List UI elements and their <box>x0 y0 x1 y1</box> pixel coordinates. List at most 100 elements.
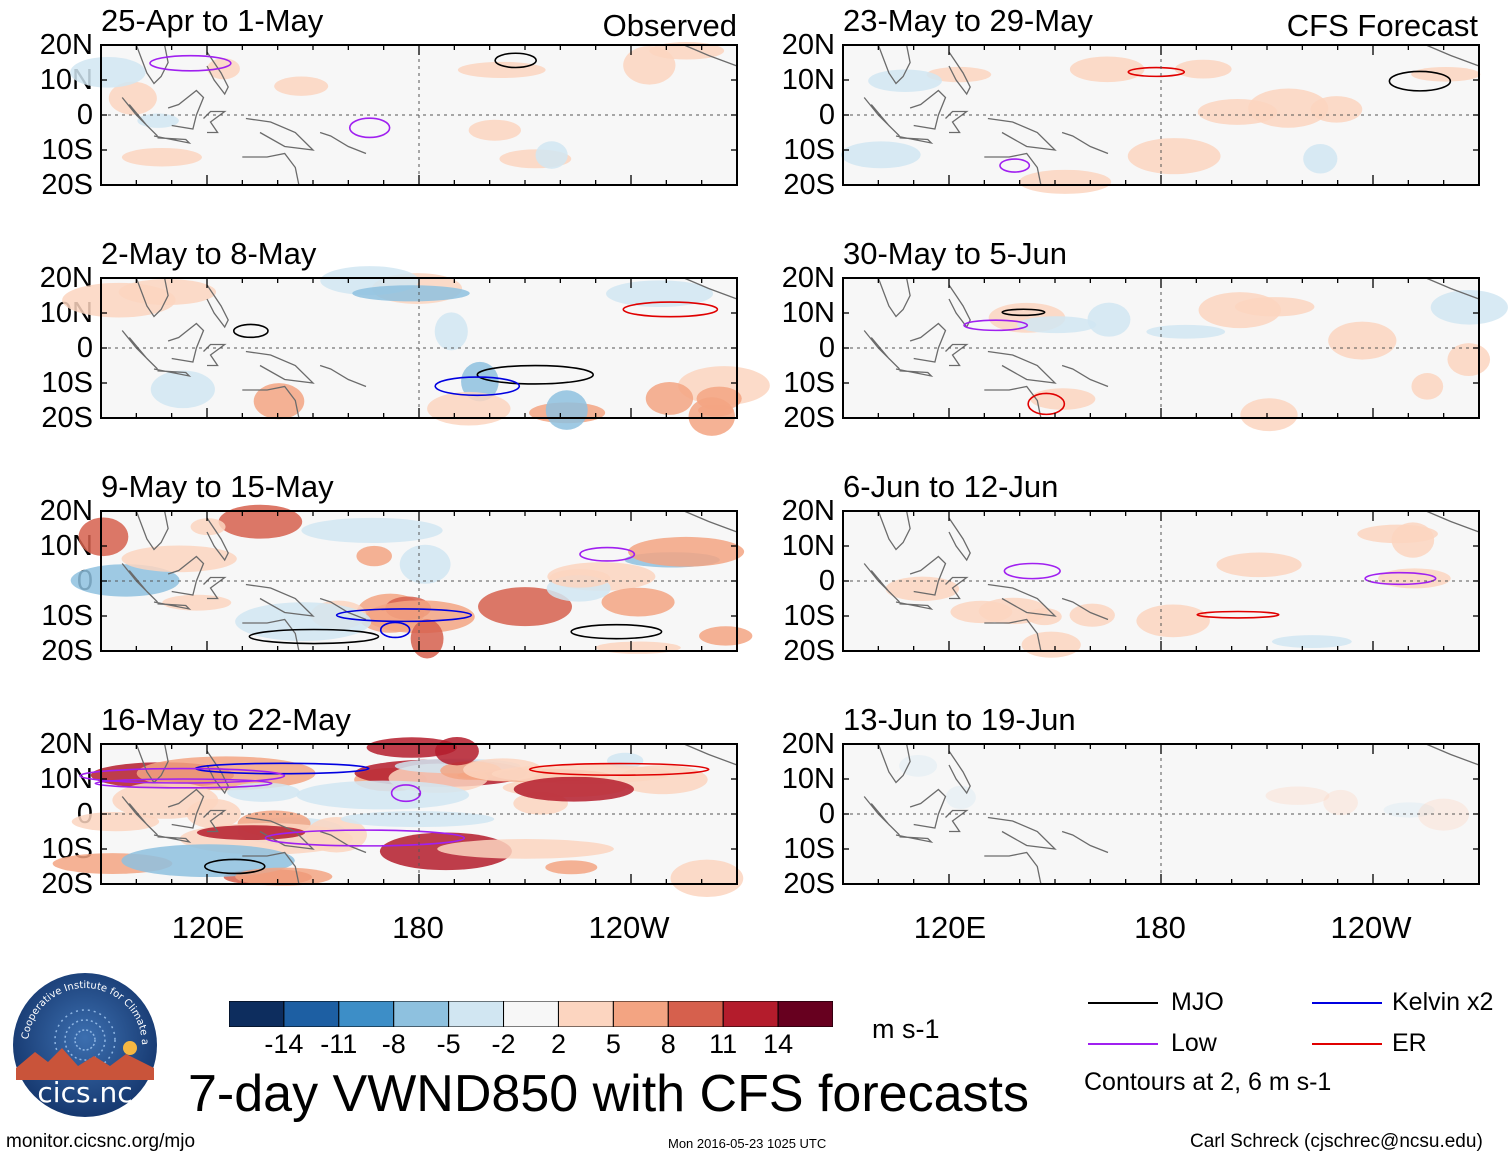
wave-contour <box>149 54 232 72</box>
anomaly-cell <box>1021 631 1081 658</box>
lat-tick: 20N <box>781 29 835 61</box>
anomaly-cell <box>899 754 938 777</box>
colorbar-tick-label: 5 <box>605 1029 621 1059</box>
lat-tick: 10S <box>783 367 835 399</box>
anomaly-cell <box>1240 398 1298 432</box>
coastline <box>683 277 738 300</box>
anomaly-cell <box>545 390 588 430</box>
coastline <box>1425 510 1480 533</box>
anomaly-cell <box>121 545 237 573</box>
coastline <box>242 152 300 186</box>
anomaly-cell <box>437 839 614 859</box>
lon-tick-180: 180 <box>1134 910 1186 945</box>
coastline <box>1061 131 1109 155</box>
colorbar-tick-label: -11 <box>320 1029 358 1059</box>
colorbar-swatch <box>503 1000 559 1028</box>
coastline <box>877 510 911 551</box>
footer-timestamp: Mon 2016-05-23 1025 UTC <box>668 1136 827 1151</box>
anomaly-cell <box>1017 316 1097 334</box>
anomaly-cell <box>1323 789 1358 816</box>
coastline <box>153 368 192 378</box>
anomaly-cell <box>978 597 1048 625</box>
anomaly-cell <box>1411 66 1481 82</box>
coastline <box>1425 277 1480 300</box>
map-panel <box>70 42 738 186</box>
anomaly-cell <box>628 536 745 567</box>
anomaly-cell <box>461 361 499 402</box>
coastline <box>1425 743 1480 766</box>
wave-contour <box>999 158 1031 173</box>
coastline <box>895 601 934 611</box>
logo-graphic: Cooperative Institute for Climate and Sa… <box>7 962 157 1117</box>
wave-contour <box>1364 571 1437 586</box>
coastline <box>319 131 367 155</box>
coastline <box>153 601 192 611</box>
colorbar <box>228 1000 834 1028</box>
map-panel <box>70 504 753 659</box>
anomaly-cell <box>1265 786 1330 805</box>
map-panel <box>62 266 770 436</box>
map-panel <box>842 510 1480 658</box>
coastline <box>167 322 205 363</box>
anomaly-cell <box>545 860 598 875</box>
anomaly-cell <box>1216 552 1302 578</box>
coastline <box>242 385 300 419</box>
wave-contour <box>528 762 710 777</box>
anomaly-cell <box>399 544 451 584</box>
anomaly-cell <box>1378 568 1451 589</box>
coastline <box>948 750 971 795</box>
panel-title: 9-May to 15-May <box>101 469 334 504</box>
anomaly-cell <box>71 812 160 832</box>
anomaly-cell <box>434 312 468 351</box>
panel-title: 2-May to 8-May <box>101 236 317 271</box>
coastline <box>121 796 158 836</box>
wave-contour <box>579 546 636 562</box>
legend-label-low: Low <box>1171 1029 1217 1057</box>
anomaly-cell <box>1136 604 1210 638</box>
wave-contour <box>232 323 269 339</box>
wave-contour <box>963 319 1029 332</box>
anomaly-cell <box>1357 524 1438 544</box>
anomaly-cell <box>121 844 295 878</box>
coastline <box>909 89 947 130</box>
anomaly-cell <box>1418 798 1470 831</box>
lat-tick: 20S <box>41 635 93 667</box>
logo-text: cics.nc <box>37 1076 132 1109</box>
colorbar-swatch <box>777 1000 834 1028</box>
coastline <box>319 597 367 621</box>
colorbar-swatch <box>283 1000 340 1028</box>
coastline <box>203 343 227 367</box>
coastline <box>683 44 738 67</box>
anomaly-cell <box>468 119 521 141</box>
coastline <box>206 51 229 96</box>
wave-contour <box>248 628 380 645</box>
panel-title: 23-May to 29-May <box>843 3 1093 38</box>
anomaly-cell <box>1411 373 1444 400</box>
coastline <box>167 555 205 596</box>
anomaly-cell <box>601 587 675 617</box>
coastline <box>863 796 900 836</box>
panel-title: 30-May to 5-Jun <box>843 236 1067 271</box>
coastline <box>203 809 227 833</box>
anomaly-cell <box>1272 635 1352 648</box>
anomaly-cell <box>108 81 157 115</box>
panel-title: 25-Apr to 1-May <box>101 3 324 38</box>
coastline <box>135 277 169 318</box>
anomaly-cell <box>78 517 129 557</box>
wave-contour <box>1003 562 1061 580</box>
coastline <box>121 97 158 137</box>
anomaly-cell <box>196 825 306 840</box>
legend-label-mjo: MJO <box>1171 988 1224 1016</box>
anomaly-cell <box>699 626 753 646</box>
lat-tick: 0 <box>818 332 835 364</box>
anomaly-cell <box>606 280 714 308</box>
colorbar-swatch <box>612 1000 669 1028</box>
colorbar-swatch <box>448 1000 505 1028</box>
coastline <box>895 135 934 145</box>
lat-tick: 20N <box>781 495 835 527</box>
lon-tick-180: 180 <box>392 910 444 945</box>
anomaly-cell <box>112 781 219 819</box>
coastline <box>945 110 969 134</box>
anomaly-cell <box>688 397 735 436</box>
anomaly-cell <box>190 518 226 536</box>
